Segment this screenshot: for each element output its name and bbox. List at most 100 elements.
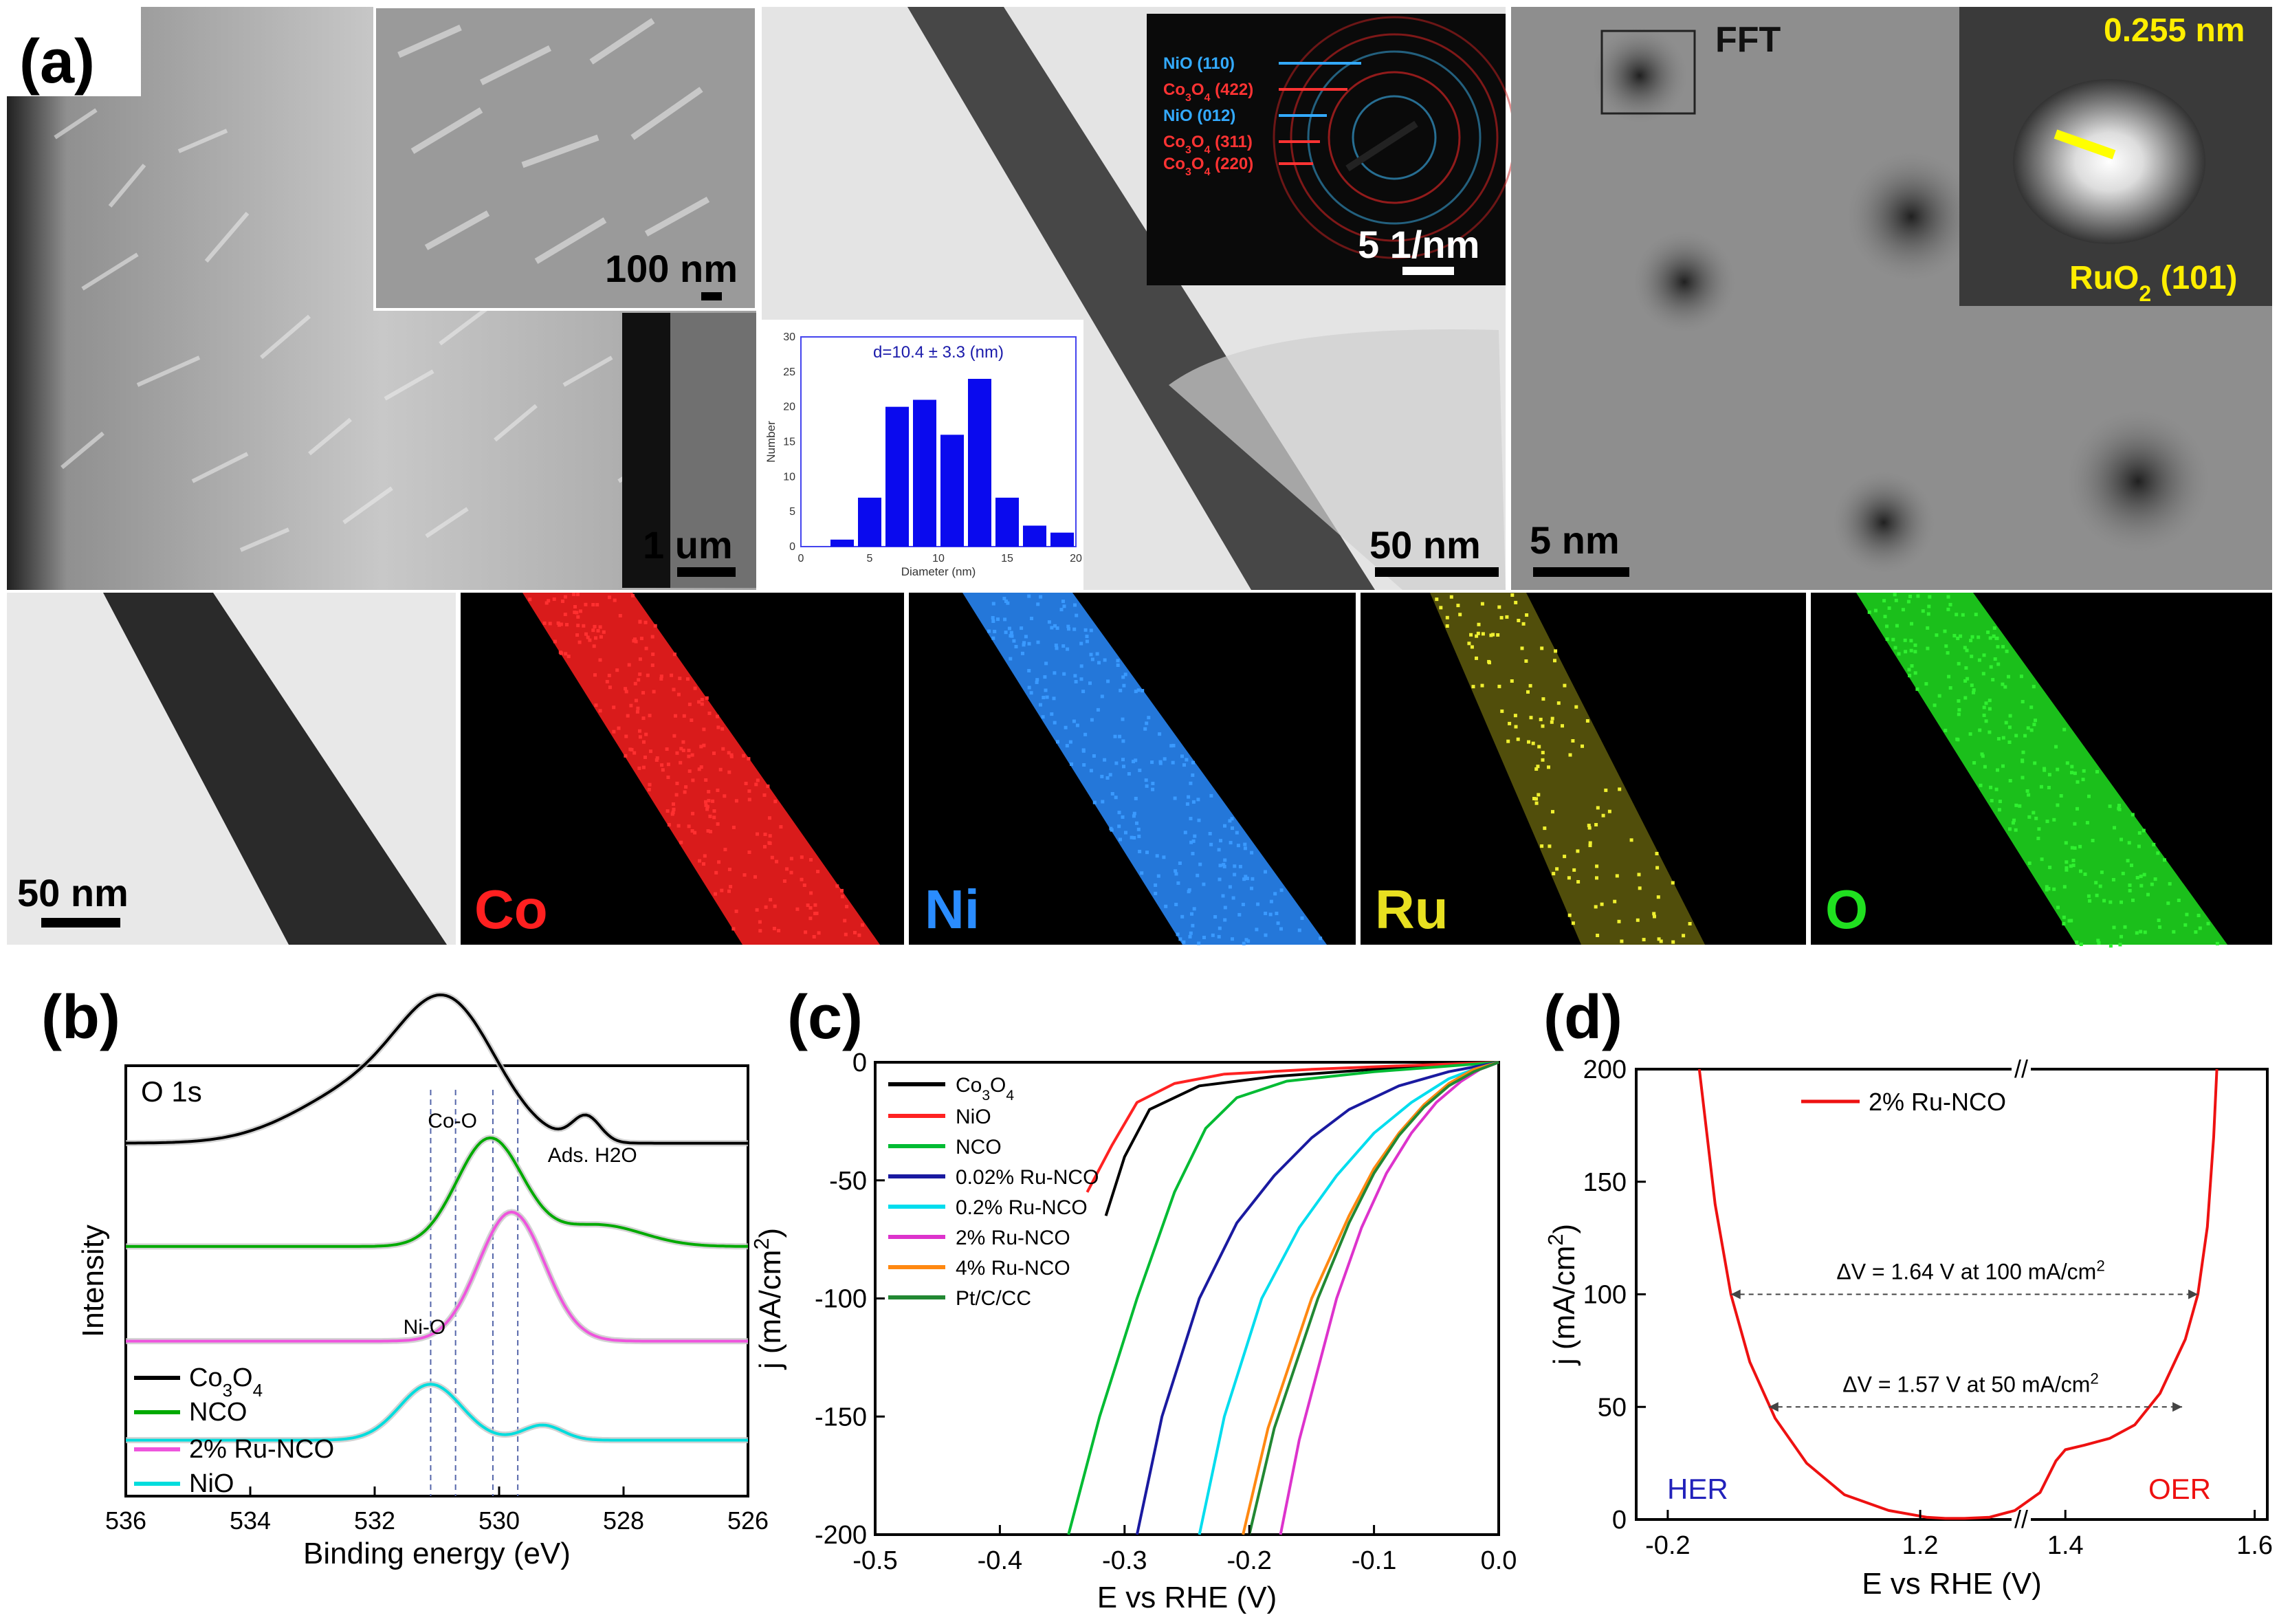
eds-speckle — [2087, 794, 2091, 798]
eds-speckle — [1500, 709, 1504, 713]
eds-speckle — [1083, 628, 1088, 632]
b-xtick-label: 534 — [230, 1506, 271, 1535]
eds-speckle — [1096, 707, 1100, 712]
eds-speckle — [1541, 751, 1545, 755]
eds-speckle — [605, 679, 609, 683]
eds-speckle — [1563, 683, 1567, 688]
c-xlabel: E vs RHE (V) — [1097, 1581, 1277, 1614]
eds-speckle — [2076, 780, 2080, 784]
eds-speckle — [1103, 658, 1107, 662]
eds-speckle — [1085, 639, 1089, 644]
eds-speckle — [1185, 802, 1189, 806]
eds-speckle — [1121, 717, 1125, 721]
eds-speckle — [676, 824, 681, 828]
hist-ytick: 10 — [783, 471, 795, 483]
eds-speckle — [1141, 689, 1145, 693]
eds-speckle — [599, 635, 603, 639]
eds-speckle — [1988, 636, 1992, 640]
eds-speckle — [808, 917, 813, 921]
eds-speckle — [700, 698, 704, 701]
eds-speckle — [1617, 919, 1621, 923]
eds-speckle — [1571, 921, 1575, 925]
eds-speckle — [1090, 718, 1094, 722]
eds-speckle — [1173, 796, 1177, 800]
eds-speckle — [843, 919, 847, 923]
eds-speckle — [1926, 626, 1930, 630]
eds-speckle — [758, 929, 762, 933]
eds-speckle — [1193, 834, 1197, 838]
eds-speckle — [1581, 744, 1584, 748]
eds-speckle — [2109, 944, 2113, 948]
eds-speckle — [1191, 839, 1196, 843]
eds-speckle — [1970, 635, 1974, 639]
eds-speckle — [1528, 683, 1532, 688]
eds-speckle — [559, 622, 563, 626]
eds-speckle — [782, 879, 786, 883]
eds-speckle — [1202, 882, 1206, 886]
eds-speckle — [1061, 644, 1066, 648]
hist-ytick: 30 — [783, 331, 795, 343]
eds-nanowire — [103, 593, 447, 945]
eds-speckle — [615, 668, 619, 672]
eds-speckle — [690, 829, 694, 833]
eds-speckle — [659, 674, 663, 679]
eds-speckle — [705, 696, 709, 700]
eds-maps: Co Ni Ru O — [461, 593, 2272, 948]
eds-speckle — [2139, 930, 2143, 934]
eds-speckle — [1496, 633, 1500, 637]
eds-speckle — [2029, 705, 2034, 710]
eds-speckle — [1480, 683, 1484, 688]
d-annot-her: HER — [1667, 1473, 1728, 1505]
eds-speckle — [718, 767, 723, 771]
eds-speckle — [1297, 928, 1301, 932]
eds-speckle — [1966, 677, 1970, 681]
eds-speckle — [1983, 765, 1987, 769]
eds-speckle — [593, 673, 597, 677]
eds-speckle — [1036, 640, 1040, 644]
eds-speckle — [2158, 925, 2162, 929]
eds-speckle — [1222, 863, 1226, 867]
eds-speckle — [1550, 720, 1554, 724]
eds-speckle — [1147, 716, 1151, 720]
eds-speckle — [767, 841, 771, 845]
eds-speckle — [2047, 887, 2051, 890]
eds-speckle — [720, 888, 724, 892]
eds-speckle — [2131, 813, 2135, 817]
eds-speckle — [1537, 745, 1541, 749]
eds-speckle — [630, 747, 634, 751]
eds-speckle — [2034, 718, 2037, 723]
eds-speckle — [2045, 888, 2049, 892]
eds-speckle — [2070, 846, 2074, 850]
eds-speckle — [1499, 615, 1504, 619]
eds-speckle — [1081, 690, 1086, 694]
eds-speckle — [1145, 851, 1149, 855]
eds-speckle — [1536, 765, 1540, 769]
eds-speckle — [2152, 842, 2156, 846]
b-xtick-label: 536 — [105, 1506, 146, 1535]
eds-speckle — [2062, 915, 2066, 919]
eds-speckle — [1682, 934, 1686, 938]
eds-speckle — [1007, 626, 1011, 630]
eds-speckle — [572, 593, 576, 596]
eds-speckle — [2070, 765, 2074, 769]
eds-speckle — [1613, 899, 1617, 903]
d-spacing-label: 0.255 nm — [2104, 12, 2245, 49]
eds-speckle — [1972, 761, 1977, 765]
eds-speckle — [1143, 727, 1147, 731]
eds-speckle — [1539, 717, 1543, 721]
eds-speckle — [632, 639, 636, 643]
eds-speckle — [584, 602, 588, 606]
eds-speckle — [591, 628, 595, 633]
eds-speckle — [1178, 862, 1182, 865]
eds-speckle — [592, 644, 596, 648]
c-ytick-label: 0 — [852, 1049, 867, 1077]
eds-speckle — [727, 889, 731, 893]
eds-speckle — [1188, 934, 1192, 939]
eds-speckle — [1083, 732, 1088, 736]
eds-speckle — [1946, 651, 1950, 655]
eds-speckle — [1541, 697, 1545, 701]
eds-speckle — [1989, 785, 1993, 789]
eds-speckle — [1576, 880, 1581, 884]
d-ylabel: j (mA/cm2) — [1543, 1224, 1582, 1366]
d-annot-50: ΔV = 1.57 V at 50 mA/cm2 — [1842, 1370, 2099, 1397]
